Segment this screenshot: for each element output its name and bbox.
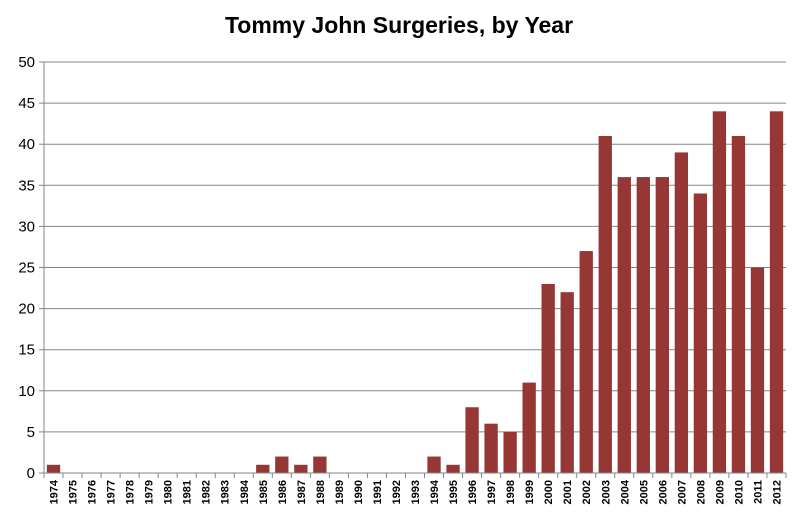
y-tick-label: 45 [18, 95, 35, 112]
x-tick-label: 1996 [467, 480, 479, 504]
x-tick-label: 1976 [87, 480, 99, 504]
bar [541, 283, 555, 473]
x-tick-label: 2010 [733, 480, 745, 504]
x-tick-label: 2011 [752, 480, 764, 504]
bar [636, 177, 650, 473]
x-tick-label: 1987 [296, 480, 308, 504]
x-tick-label: 1985 [258, 480, 270, 504]
y-tick-label: 30 [18, 218, 35, 235]
bar [598, 135, 612, 474]
bar [560, 292, 574, 473]
x-tick-label: 1997 [486, 480, 498, 504]
bar [617, 177, 631, 473]
x-tick-label: 1988 [315, 480, 327, 504]
x-tick-label: 2006 [657, 480, 669, 504]
bar [446, 464, 460, 473]
bar [46, 464, 61, 473]
x-tick-label: 2012 [771, 480, 783, 504]
x-tick-label: 2001 [562, 480, 574, 504]
x-tick-label: 1975 [68, 480, 80, 504]
x-tick-label: 1995 [448, 480, 460, 504]
x-tick-label: 1978 [125, 480, 137, 504]
y-tick-label: 40 [18, 136, 35, 153]
gridlines [39, 61, 786, 474]
bar [503, 431, 517, 473]
bar [769, 111, 784, 473]
chart-title: Tommy John Surgeries, by Year [224, 12, 574, 38]
bar [294, 464, 308, 473]
x-tick-label: 2009 [714, 480, 726, 504]
x-tick-label: 1980 [163, 480, 175, 504]
x-tick-label: 2003 [600, 480, 612, 504]
bar [750, 267, 765, 473]
y-tick-label: 5 [27, 424, 35, 441]
x-tick-label: 1981 [182, 480, 194, 504]
y-tick-label: 0 [27, 465, 35, 482]
y-tick-label: 20 [18, 301, 35, 318]
bar [275, 456, 289, 473]
bar [693, 193, 708, 473]
bar [674, 152, 689, 474]
y-tick-label: 50 [18, 54, 35, 71]
bar [465, 407, 479, 473]
x-tick-label: 2005 [638, 480, 650, 504]
x-tick-label: 1983 [220, 480, 232, 504]
x-tick-label: 1993 [410, 480, 422, 504]
x-tick-label: 2000 [543, 480, 555, 504]
x-tick-label: 1986 [277, 480, 289, 504]
x-tick-label: 1991 [372, 480, 384, 504]
x-tick-labels: 1974 1975 1976 1977 1978 1979 1980 1981 1982 1983… [49, 479, 784, 504]
x-tick-label: 2008 [695, 480, 707, 504]
bar [655, 177, 669, 473]
bar [313, 456, 327, 473]
y-tick-label: 15 [18, 342, 35, 359]
x-tick-label: 1974 [49, 479, 61, 504]
bar [256, 464, 270, 473]
y-tick-labels: 0 5 10 15 20 25 30 35 40 45 50 [18, 54, 35, 482]
y-tick-label: 35 [18, 177, 35, 194]
bars [46, 111, 784, 474]
x-tick-label: 1992 [391, 480, 403, 504]
y-tick-label: 10 [18, 383, 35, 400]
axes [43, 62, 787, 478]
x-tick-label: 2007 [676, 480, 688, 504]
x-tick-label: 1989 [334, 480, 346, 504]
x-tick-label: 1994 [429, 479, 441, 504]
y-tick-label: 25 [18, 260, 35, 277]
x-tick-label: 1990 [353, 480, 365, 504]
bar [731, 135, 746, 474]
bar [427, 456, 441, 473]
x-tick-label: 1982 [201, 480, 213, 504]
bar [484, 423, 498, 473]
bar [522, 382, 536, 473]
x-tick-label: 1979 [144, 480, 156, 504]
x-tick-label: 1977 [106, 480, 118, 504]
x-tick-label: 2004 [619, 479, 631, 504]
x-tick-label: 1998 [505, 480, 517, 504]
x-tick-label: 2002 [581, 480, 593, 504]
x-tick-label: 1984 [239, 479, 251, 504]
x-tick-label: 1999 [524, 480, 536, 504]
bar [579, 251, 593, 473]
bar [712, 111, 727, 473]
